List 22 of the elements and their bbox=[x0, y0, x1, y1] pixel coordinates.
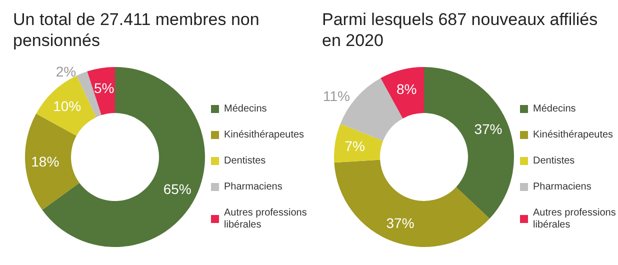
legend-label: Dentistes bbox=[533, 156, 575, 166]
data-label: 10% bbox=[53, 98, 82, 114]
data-label: 7% bbox=[344, 138, 365, 154]
data-label: 2% bbox=[56, 63, 76, 80]
chart-title: Parmi lesquels 687 nouveaux affiliés en 2020 bbox=[322, 10, 602, 50]
chart-title: Un total de 27.411 membres non pensionnés bbox=[13, 10, 264, 50]
legend-label: Pharmaciens bbox=[224, 182, 282, 192]
legend-label: Kinésithérapeutes bbox=[533, 130, 614, 140]
data-label: 37% bbox=[474, 121, 502, 138]
data-label: 11% bbox=[323, 88, 350, 104]
legend-label: Autres professions libérales bbox=[533, 208, 616, 230]
data-label: 8% bbox=[396, 81, 417, 98]
legend-label: Dentistes bbox=[224, 156, 266, 166]
legend-label: Autres professions libérales bbox=[224, 208, 307, 230]
legend-label: Pharmaciens bbox=[533, 182, 592, 192]
data-label: 65% bbox=[163, 180, 192, 197]
legend-label: Médecins bbox=[533, 104, 576, 114]
data-label: 18% bbox=[31, 153, 60, 170]
legend-label: Kinésithérapeutes bbox=[224, 130, 304, 140]
data-label: 5% bbox=[94, 80, 114, 96]
data-label: 37% bbox=[386, 214, 414, 231]
legend-label: Médecins bbox=[224, 104, 267, 114]
